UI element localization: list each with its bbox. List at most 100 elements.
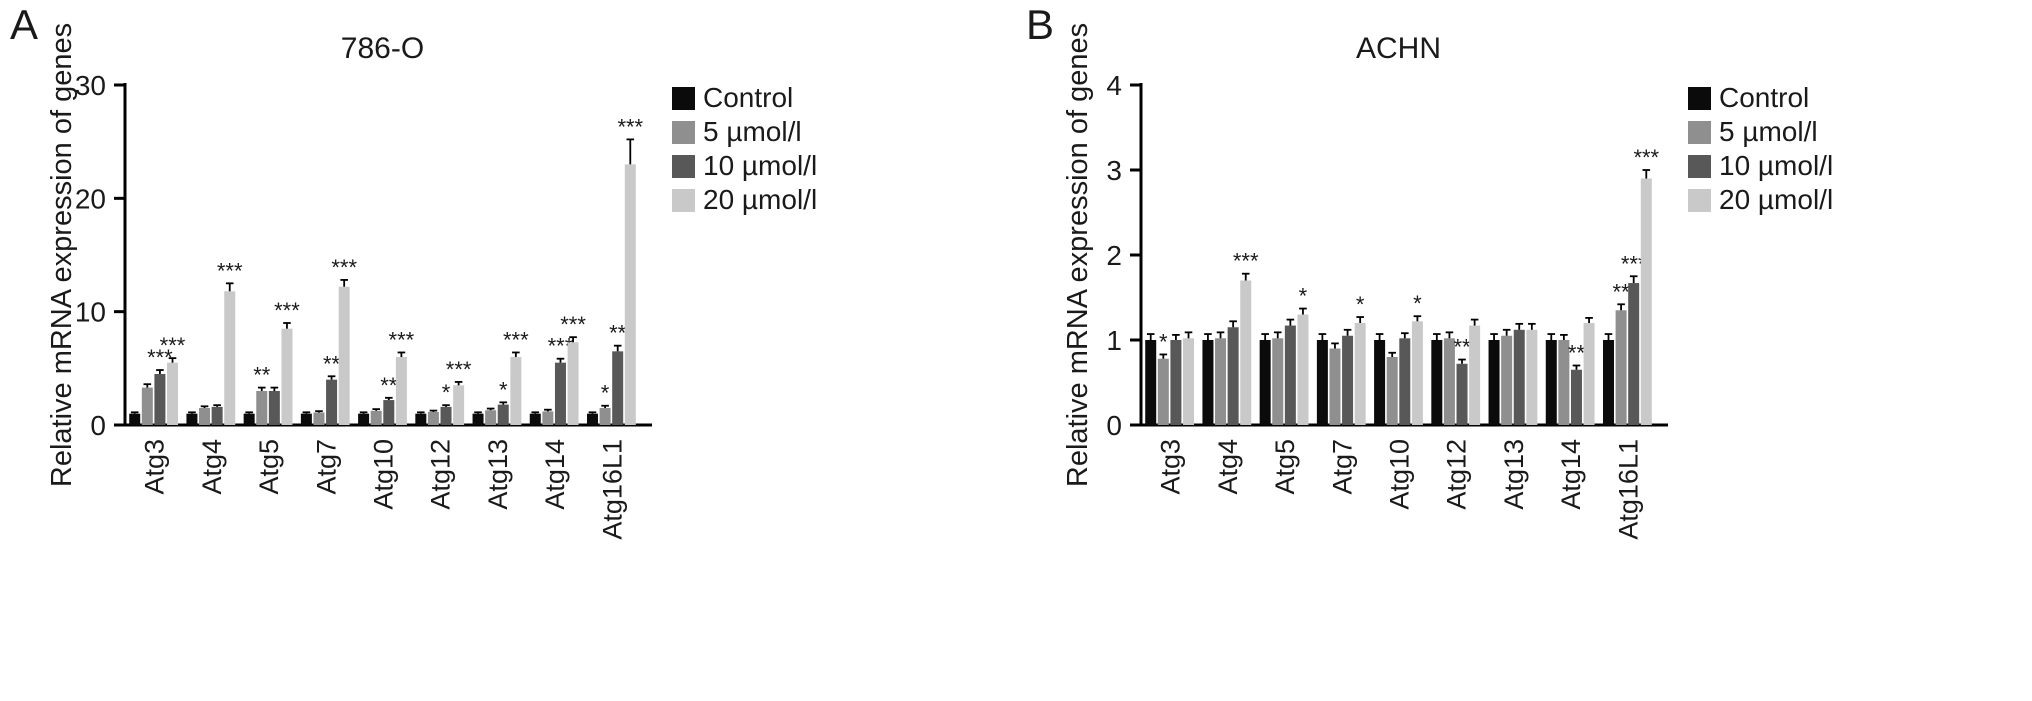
bar bbox=[1354, 323, 1366, 425]
x-category-label: Atg4 bbox=[197, 439, 227, 495]
bar bbox=[1329, 348, 1341, 425]
y-tick-label: 2 bbox=[1106, 240, 1122, 271]
legend-swatch bbox=[672, 189, 695, 212]
bar bbox=[1411, 321, 1423, 425]
bar bbox=[243, 413, 255, 425]
y-tick-label: 0 bbox=[1106, 410, 1122, 441]
bar bbox=[624, 164, 636, 426]
legend-swatch bbox=[1688, 121, 1711, 144]
significance-label: * bbox=[1356, 292, 1365, 317]
bar bbox=[542, 411, 554, 425]
bar-chart-ACHN: 0 1 2 3 4 * Atg3 *** Atg4 * Atg5 * Atg7 * Atg10 ** Atg12… bbox=[1106, 70, 1833, 540]
bar bbox=[1316, 340, 1328, 425]
bar bbox=[1259, 340, 1271, 425]
bar bbox=[1583, 323, 1595, 425]
bar bbox=[313, 412, 325, 425]
bar bbox=[300, 413, 312, 425]
bar bbox=[415, 413, 427, 425]
bar bbox=[1431, 340, 1443, 425]
bar bbox=[1386, 357, 1398, 425]
bar bbox=[1628, 283, 1640, 425]
bar bbox=[472, 413, 484, 425]
significance-label: ** bbox=[323, 351, 341, 376]
legend-label: Control bbox=[1719, 82, 1809, 113]
x-category-label: Atg4 bbox=[1213, 439, 1243, 495]
legend-label: 5 µmol/l bbox=[703, 116, 802, 147]
y-tick-label: 10 bbox=[75, 297, 106, 328]
x-category-label: Atg13 bbox=[1499, 439, 1529, 510]
significance-label: ** bbox=[380, 373, 398, 398]
significance-label: *** bbox=[560, 312, 586, 337]
bar bbox=[1183, 338, 1195, 425]
x-category-label: Atg3 bbox=[140, 439, 170, 495]
significance-label: *** bbox=[331, 255, 357, 280]
bar bbox=[1227, 327, 1239, 425]
bar bbox=[1488, 340, 1500, 425]
panel-a-title: 786-O bbox=[340, 32, 425, 65]
significance-label: *** bbox=[1233, 249, 1259, 274]
significance-label: * bbox=[1159, 329, 1168, 354]
significance-label: * bbox=[601, 381, 610, 406]
legend-label: 20 µmol/l bbox=[703, 184, 817, 215]
bar bbox=[1202, 340, 1214, 425]
bar bbox=[1640, 178, 1652, 425]
significance-label: *** bbox=[160, 333, 186, 358]
legend-swatch bbox=[672, 155, 695, 178]
legend-label: 10 µmol/l bbox=[1719, 150, 1833, 181]
x-category-label: Atg3 bbox=[1156, 439, 1186, 495]
panel-b-title: ACHN bbox=[1355, 32, 1441, 65]
y-tick-label: 20 bbox=[75, 183, 106, 214]
significance-label: *** bbox=[617, 114, 643, 139]
x-category-label: Atg16L1 bbox=[1613, 439, 1643, 540]
bar bbox=[529, 413, 541, 425]
bar bbox=[1399, 338, 1411, 425]
bar bbox=[211, 406, 223, 425]
bar bbox=[154, 374, 166, 425]
bar bbox=[510, 357, 522, 425]
bar bbox=[338, 286, 350, 425]
x-category-label: Atg12 bbox=[1442, 439, 1472, 510]
bar bbox=[167, 362, 179, 425]
significance-label: ** bbox=[253, 363, 271, 388]
significance-label: ** bbox=[1613, 279, 1631, 304]
bar bbox=[485, 410, 497, 425]
legend-swatch bbox=[672, 87, 695, 110]
x-category-label: Atg14 bbox=[540, 439, 570, 510]
bar bbox=[1570, 369, 1582, 425]
panel-a: A 786-O Relative mRNA expression of gene… bbox=[10, 4, 817, 540]
bar bbox=[268, 391, 280, 425]
bar bbox=[1526, 329, 1538, 425]
bar bbox=[395, 357, 407, 425]
bar bbox=[358, 413, 370, 425]
significance-label: *** bbox=[446, 357, 472, 382]
bar bbox=[141, 387, 153, 425]
bar bbox=[129, 413, 141, 425]
bar bbox=[1513, 329, 1525, 425]
bar bbox=[440, 406, 452, 425]
significance-label: * bbox=[499, 377, 508, 402]
bar bbox=[1501, 335, 1513, 425]
bar bbox=[1545, 340, 1557, 425]
significance-label: * bbox=[442, 380, 451, 405]
significance-label: * bbox=[1299, 284, 1308, 309]
legend-swatch bbox=[1688, 155, 1711, 178]
significance-label: *** bbox=[274, 298, 300, 323]
bar-chart-786-O: 0102030******Atg3***Atg4*****Atg5*****At… bbox=[75, 70, 817, 540]
bar bbox=[1157, 358, 1169, 425]
legend-swatch bbox=[1688, 87, 1711, 110]
bar bbox=[1615, 310, 1627, 425]
bar bbox=[1342, 335, 1354, 425]
bar bbox=[281, 328, 293, 425]
y-tick-label: 1 bbox=[1106, 325, 1122, 356]
x-category-label: Atg5 bbox=[254, 439, 284, 495]
y-tick-label: 3 bbox=[1106, 155, 1122, 186]
bar bbox=[1443, 338, 1455, 425]
bar bbox=[1272, 338, 1284, 425]
x-category-label: Atg10 bbox=[369, 439, 399, 510]
bar bbox=[497, 404, 509, 425]
significance-label: ** bbox=[609, 321, 627, 346]
bar bbox=[224, 291, 236, 425]
bar bbox=[1240, 280, 1252, 425]
bar bbox=[1469, 325, 1481, 425]
